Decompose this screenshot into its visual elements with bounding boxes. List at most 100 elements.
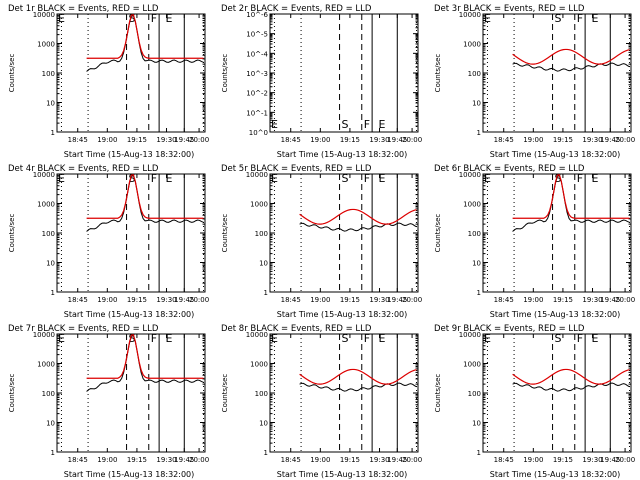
x-axis-label: Start Time (15-Aug-13 18:32:00) [490,150,621,159]
x-tick-label: 19:00 [310,136,330,144]
x-tick-label: 19:30 [156,456,176,464]
x-tick-label: 19:00 [523,456,543,464]
y-axis-label: Counts/sec [8,374,16,413]
phase-marker: S [342,118,349,131]
y-tick-label: 1000 [463,361,481,369]
y-tick-label: 100 [468,390,481,398]
x-tick-label: 19:15 [340,296,360,304]
x-tick-label: 19:00 [310,456,330,464]
y-tick-label: 10 [472,260,481,268]
y-tick-label: 10000 [33,11,55,19]
phase-marker: E [58,12,65,25]
panel-title: Det 5r BLACK = Events, RED = LLD [221,164,372,174]
y-tick-label: 10000 [246,171,268,179]
x-tick-label: 19:30 [582,136,602,144]
events-series-line [86,334,204,392]
lld-series-line [86,334,204,379]
plot-frame [269,333,419,453]
plot-frame [482,13,632,133]
y-tick-label: 100 [42,70,55,78]
panel-title: Det 9r BLACK = Events, RED = LLD [434,324,585,334]
y-tick-label: 100 [255,390,268,398]
x-tick-label: 20:00 [402,296,422,304]
events-series-line [512,382,630,392]
panel-det-9: Det 9r BLACK = Events, RED = LLD Counts/s… [434,324,635,479]
y-tick-label: 1000 [250,201,268,209]
x-tick-label: 19:30 [582,456,602,464]
y-tick-label: 10^-6 [246,11,268,19]
lld-series-line [512,48,630,65]
phase-marker: F [151,12,157,25]
plot-frame [482,173,632,293]
x-tick-label: 18:45 [68,296,88,304]
y-tick-label: 1 [477,289,481,297]
phase-marker: E [379,172,386,185]
phase-marker: E [58,172,65,185]
x-tick-label: 20:00 [189,136,209,144]
x-tick-label: 19:30 [156,296,176,304]
x-tick-label: 19:45 [387,456,407,464]
phase-marker: E [58,332,65,345]
plot-frame [56,13,206,133]
x-tick-label: 20:00 [615,296,635,304]
y-tick-label: 10000 [33,171,55,179]
y-axis-label: Counts/sec [434,374,442,413]
phase-marker: F [577,12,583,25]
y-tick-label: 1000 [250,361,268,369]
x-tick-label: 18:45 [68,136,88,144]
phase-marker: E [592,332,599,345]
y-tick-label: 10^-5 [246,31,268,39]
events-series-line [86,174,204,232]
panel-title: Det 7r BLACK = Events, RED = LLD [8,324,159,334]
x-tick-label: 19:15 [340,136,360,144]
panel-det-4: Det 4r BLACK = Events, RED = LLD Counts/s… [8,164,209,319]
x-tick-label: 19:45 [174,456,194,464]
y-tick-label: 10000 [246,331,268,339]
x-tick-label: 19:15 [553,296,573,304]
x-axis-label: Start Time (15-Aug-13 18:32:00) [64,150,195,159]
x-axis-label: Start Time (15-Aug-13 18:32:00) [277,150,408,159]
y-axis-label: Counts/sec [221,54,229,93]
panel-det-8: Det 8r BLACK = Events, RED = LLD Counts/s… [221,324,422,479]
y-tick-label: 10000 [33,331,55,339]
y-tick-label: 1000 [463,201,481,209]
phase-marker: E [592,12,599,25]
x-tick-label: 19:30 [369,136,389,144]
panel-title: Det 2r BLACK = Events, RED = LLD [221,4,372,14]
y-tick-label: 10 [259,260,268,268]
x-tick-label: 19:45 [387,136,407,144]
x-tick-label: 19:45 [600,456,620,464]
x-axis-label: Start Time (15-Aug-13 18:32:00) [490,310,621,319]
x-tick-label: 18:45 [281,296,301,304]
phase-marker: E [484,172,491,185]
plot-frame [269,13,419,133]
y-tick-label: 10^-1 [246,109,268,117]
x-tick-label: 19:00 [97,136,117,144]
y-tick-label: 10^-3 [246,70,268,78]
panel-det-5: Det 5r BLACK = Events, RED = LLD Counts/s… [221,164,422,319]
x-tick-label: 19:15 [553,456,573,464]
x-tick-label: 20:00 [402,456,422,464]
phase-marker: E [484,12,491,25]
x-tick-label: 19:00 [523,296,543,304]
y-tick-label: 1 [264,449,268,457]
phase-marker: F [577,332,583,345]
x-tick-label: 19:45 [600,136,620,144]
x-axis-label: Start Time (15-Aug-13 18:32:00) [490,470,621,479]
y-axis-label: Counts/sec [434,54,442,93]
phase-marker: F [364,172,370,185]
y-tick-label: 10^0 [249,129,268,137]
y-tick-label: 100 [42,230,55,238]
x-tick-label: 20:00 [615,136,635,144]
x-axis-label: Start Time (15-Aug-13 18:32:00) [277,310,408,319]
panel-title: Det 3r BLACK = Events, RED = LLD [434,4,585,14]
x-tick-label: 19:15 [127,456,147,464]
events-series-line [512,174,630,232]
y-tick-label: 10^-4 [246,50,268,58]
phase-marker: E [592,172,599,185]
phase-marker: S [342,172,349,185]
plot-frame [56,173,206,293]
phase-marker: E [166,332,173,345]
phase-marker: S [342,332,349,345]
panel-title: Det 8r BLACK = Events, RED = LLD [221,324,372,334]
